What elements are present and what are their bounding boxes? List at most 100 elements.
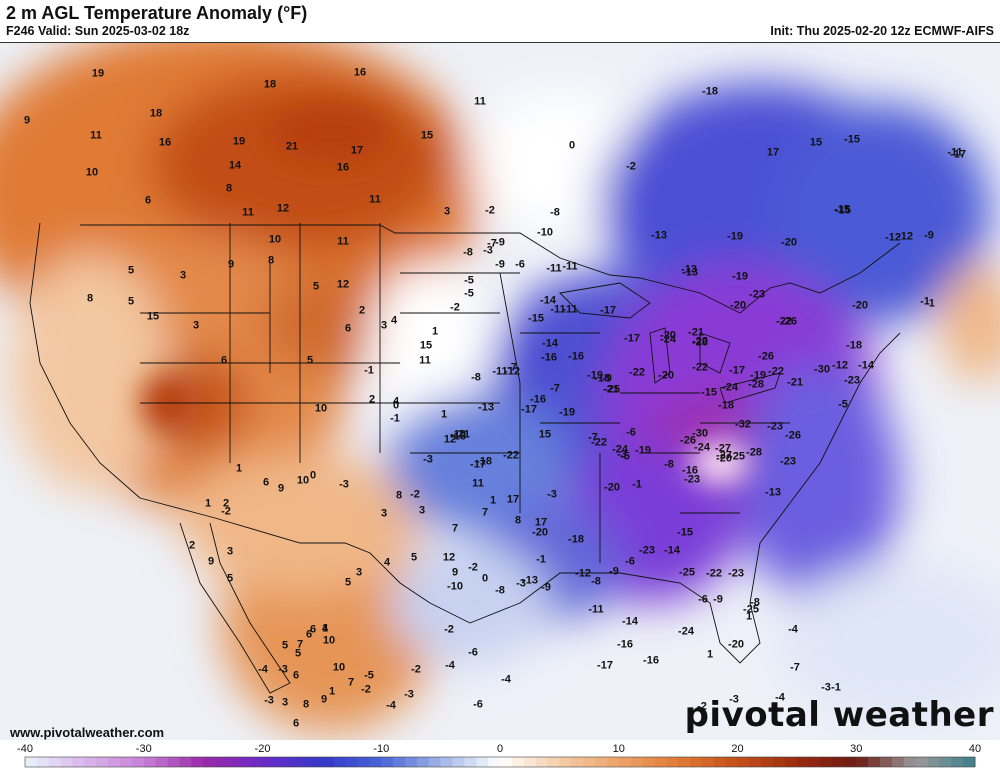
colorbar-cell bbox=[559, 757, 572, 767]
colorbar-outline bbox=[24, 756, 976, 768]
colorbar-cell bbox=[321, 757, 335, 767]
anomaly-value-label: -16 bbox=[530, 393, 546, 406]
colorbar-cell bbox=[832, 757, 845, 767]
anomaly-value-label: -17 bbox=[950, 148, 966, 161]
anomaly-value-label: -15 bbox=[528, 312, 544, 325]
colorbar-cell bbox=[773, 757, 786, 767]
anomaly-value-label: -3 bbox=[617, 448, 627, 461]
us-canada-border bbox=[80, 224, 901, 314]
anomaly-value-label: -8 bbox=[471, 371, 481, 384]
colorbar-cell bbox=[155, 757, 168, 767]
anomaly-value-label: 6 bbox=[309, 623, 317, 636]
anomaly-value-label: -2 bbox=[361, 683, 371, 696]
anomaly-value-label: 4 bbox=[383, 556, 391, 569]
anomaly-value-label: -16 bbox=[643, 654, 659, 667]
anomaly-value-label: -11 bbox=[562, 303, 578, 316]
anomaly-value-label: 10 bbox=[332, 661, 346, 674]
colorbar-cell bbox=[131, 757, 145, 767]
colorbar-cell bbox=[440, 757, 453, 767]
anomaly-value-label: 3 bbox=[418, 504, 426, 517]
colorbar-cell bbox=[511, 757, 525, 767]
anomaly-value-label: -25 bbox=[729, 450, 745, 463]
anomaly-value-label: 12 bbox=[443, 433, 457, 446]
anomaly-value-label: 17 bbox=[350, 144, 364, 157]
anomaly-value-label: -15 bbox=[844, 133, 860, 146]
anomaly-value-label: 3 bbox=[380, 319, 388, 332]
lake-superior bbox=[559, 282, 651, 319]
anomaly-value-label: 17 bbox=[766, 146, 780, 159]
anomaly-value-label: 10 bbox=[268, 233, 282, 246]
colorbar-cell bbox=[452, 757, 465, 767]
anomaly-value-label: -11 bbox=[546, 262, 562, 275]
colorbar-tick-label: 10 bbox=[612, 743, 625, 755]
anomaly-value-label: 16 bbox=[158, 136, 172, 149]
anomaly-value-label: -8 bbox=[750, 596, 760, 609]
anomaly-value-label: -1 bbox=[920, 295, 930, 308]
valid-time: F246 Valid: Sun 2025-03-02 18z bbox=[6, 24, 190, 38]
anomaly-value-label: 7 bbox=[481, 506, 489, 519]
anomaly-value-label: -20 bbox=[692, 336, 708, 349]
anomaly-value-label: -7 bbox=[550, 382, 560, 395]
website-link[interactable]: www.pivotalweather.com bbox=[10, 725, 165, 740]
colorbar-cell bbox=[488, 757, 501, 767]
anomaly-value-label: 6 bbox=[292, 669, 300, 682]
anomaly-value-label: -20 bbox=[781, 236, 797, 249]
colorbar-cell bbox=[250, 757, 263, 767]
anomaly-value-label: -7 bbox=[507, 361, 517, 374]
colorbar-cell bbox=[606, 757, 620, 767]
anomaly-value-label: -11 bbox=[492, 365, 508, 378]
anomaly-value-label: -27 bbox=[715, 442, 731, 455]
anomaly-value-label: 3 bbox=[355, 566, 363, 579]
colorbar-tick-label: 40 bbox=[968, 743, 982, 755]
anomaly-value-label: 8 bbox=[86, 292, 94, 305]
anomaly-value-label: -15 bbox=[677, 526, 693, 539]
anomaly-value-label: -14 bbox=[540, 294, 556, 307]
anomaly-value-label: 19 bbox=[232, 135, 246, 148]
anomaly-value-label: 2 bbox=[368, 393, 376, 406]
anomaly-value-label: -20 bbox=[532, 526, 548, 539]
colorbar-cell bbox=[36, 757, 50, 767]
anomaly-value-label: 8 bbox=[302, 698, 310, 711]
anomaly-value-label: 0 bbox=[309, 469, 317, 482]
anomaly-value-label: -25 bbox=[679, 566, 695, 579]
anomaly-value-label: -22 bbox=[706, 567, 722, 580]
anomaly-value-label: -2 bbox=[444, 623, 454, 636]
anomaly-value-label: 1 bbox=[235, 462, 243, 475]
anomaly-value-label: -6 bbox=[626, 426, 636, 439]
colorbar-tick-label: -10 bbox=[373, 743, 390, 755]
anomaly-value-label: 1 bbox=[745, 610, 753, 623]
lake-erie bbox=[719, 372, 781, 404]
anomaly-value-label: 7 bbox=[347, 676, 355, 689]
anomaly-value-label: 18 bbox=[149, 107, 163, 120]
anomaly-value-label: 10 bbox=[296, 474, 310, 487]
anomaly-value-label: -8 bbox=[591, 575, 601, 588]
colorbar-cell bbox=[630, 757, 643, 767]
anomaly-value-label: -2 bbox=[468, 561, 478, 574]
anomaly-value-label: 9 bbox=[23, 114, 31, 127]
anomaly-value-label: -17 bbox=[624, 332, 640, 345]
anomaly-value-label: -14 bbox=[622, 615, 638, 628]
anomaly-value-label: 10 bbox=[314, 402, 328, 415]
anomaly-value-label: 4 bbox=[321, 622, 329, 635]
anomaly-value-label: 6 bbox=[220, 354, 228, 367]
anomaly-value-label: -24 bbox=[694, 441, 710, 454]
anomaly-value-label: -13 bbox=[478, 401, 494, 414]
anomaly-value-label: -12 bbox=[897, 230, 913, 243]
colorbar-tick-label: -20 bbox=[254, 743, 271, 755]
anomaly-value-label: -26 bbox=[785, 429, 801, 442]
anomaly-value-label: 15 bbox=[538, 428, 552, 441]
colorbar-cell bbox=[713, 757, 727, 767]
anomaly-value-label: -4 bbox=[258, 663, 268, 676]
colorbar-cell bbox=[108, 757, 121, 767]
anomaly-value-label: -11 bbox=[562, 260, 578, 273]
anomaly-value-label: 1 bbox=[431, 325, 439, 338]
colorbar-cell bbox=[226, 757, 240, 767]
anomaly-value-label: 12 bbox=[442, 551, 456, 564]
anomaly-value-label: 3 bbox=[179, 269, 187, 282]
anomaly-value-label: -21 bbox=[787, 376, 803, 389]
anomaly-value-label: 21 bbox=[285, 140, 299, 153]
anomaly-value-label: 3 bbox=[226, 545, 234, 558]
colorbar-cell bbox=[120, 757, 133, 767]
colorbar-cell bbox=[203, 757, 216, 767]
anomaly-value-label: 14 bbox=[228, 159, 242, 172]
